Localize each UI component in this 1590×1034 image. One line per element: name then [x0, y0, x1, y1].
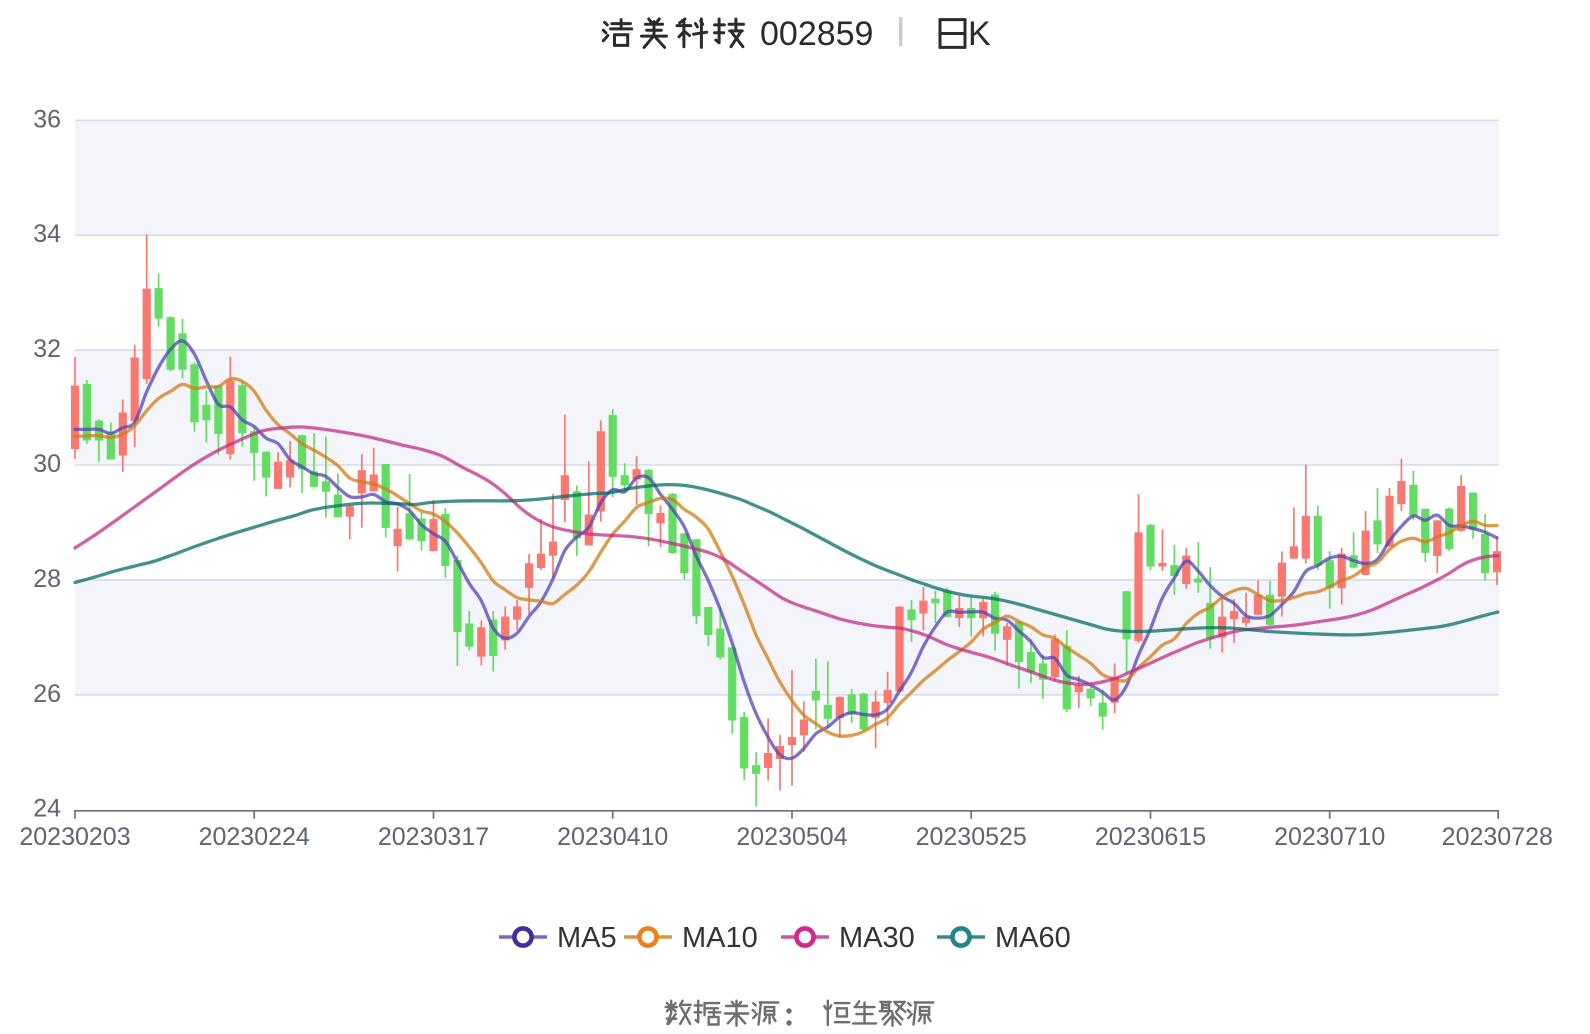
- svg-text:30: 30: [33, 450, 61, 478]
- svg-text:28: 28: [33, 565, 61, 593]
- svg-text:20230615: 20230615: [1095, 823, 1206, 851]
- svg-text:24: 24: [33, 795, 61, 823]
- svg-text:002859: 002859: [760, 15, 873, 53]
- svg-text:20230410: 20230410: [557, 823, 668, 851]
- svg-text:20230317: 20230317: [378, 823, 489, 851]
- svg-text:20230710: 20230710: [1274, 823, 1385, 851]
- svg-text:34: 34: [33, 220, 61, 248]
- svg-text:MA60: MA60: [995, 922, 1071, 954]
- svg-text:MA10: MA10: [682, 922, 758, 954]
- svg-text:20230504: 20230504: [736, 823, 847, 851]
- svg-text:K: K: [968, 15, 991, 53]
- svg-text:MA30: MA30: [839, 922, 915, 954]
- svg-text:20230224: 20230224: [199, 823, 310, 851]
- svg-text:32: 32: [33, 335, 61, 363]
- svg-text:20230203: 20230203: [19, 823, 130, 851]
- svg-text:MA5: MA5: [557, 922, 617, 954]
- svg-text:26: 26: [33, 680, 61, 708]
- svg-text:36: 36: [33, 105, 61, 133]
- svg-text:20230728: 20230728: [1442, 823, 1553, 851]
- svg-text:20230525: 20230525: [916, 823, 1027, 851]
